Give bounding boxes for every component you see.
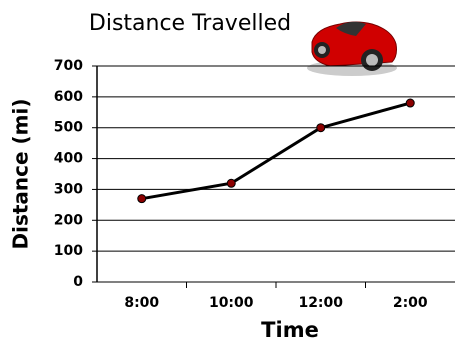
point-marker: [317, 124, 325, 132]
point-marker: [406, 99, 414, 107]
y-tick-label: 600: [54, 89, 83, 105]
line-series: [142, 103, 411, 199]
y-axis-label: Distance (mi): [9, 98, 33, 249]
chart-title: Distance Travelled: [89, 11, 291, 36]
y-tick-label: 100: [54, 243, 83, 259]
car-icon: [307, 22, 397, 76]
y-tick-label: 200: [54, 212, 83, 228]
y-tick-label: 700: [54, 58, 83, 74]
y-tick-label: 400: [54, 151, 83, 167]
x-tick-label: 2:00: [393, 295, 428, 311]
chart: Distance Travelled Time Distance (mi) 0 1…: [0, 0, 455, 341]
point-marker: [227, 179, 235, 187]
x-tick-label: 12:00: [298, 295, 343, 311]
y-tick-label: 500: [54, 120, 83, 136]
point-marker: [138, 195, 146, 203]
x-tick-label: 8:00: [124, 295, 159, 311]
x-axis-label: Time: [261, 318, 319, 341]
y-tick-label: 300: [54, 181, 83, 197]
y-tick-label: 0: [73, 274, 83, 290]
x-tick-label: 10:00: [209, 295, 254, 311]
